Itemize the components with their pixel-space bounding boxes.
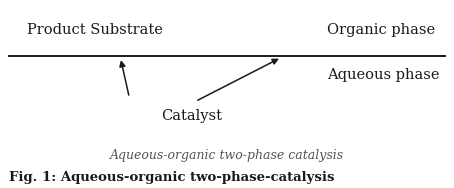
- Text: Fig. 1: Aqueous-organic two-phase-catalysis: Fig. 1: Aqueous-organic two-phase-cataly…: [9, 171, 335, 184]
- Text: Product Substrate: Product Substrate: [27, 23, 163, 37]
- Text: Catalyst: Catalyst: [161, 109, 222, 123]
- Text: Organic phase: Organic phase: [327, 23, 435, 37]
- Text: Aqueous-organic two-phase catalysis: Aqueous-organic two-phase catalysis: [110, 149, 344, 162]
- Text: Aqueous phase: Aqueous phase: [327, 68, 440, 82]
